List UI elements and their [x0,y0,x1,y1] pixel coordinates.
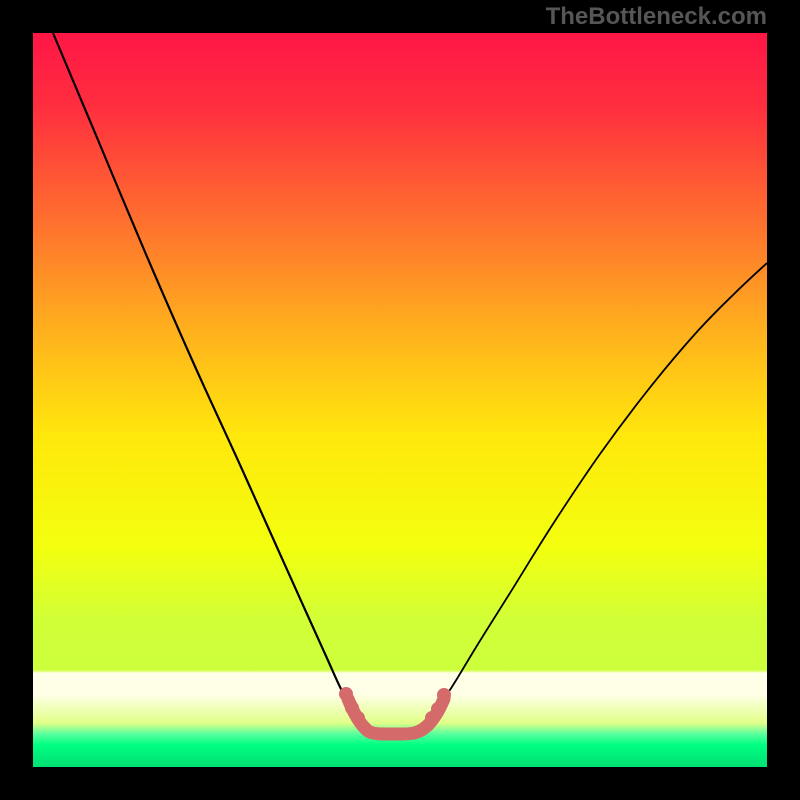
watermark-text: TheBottleneck.com [546,3,767,31]
plot-curves [33,33,767,767]
bottleneck-plot [33,33,767,767]
